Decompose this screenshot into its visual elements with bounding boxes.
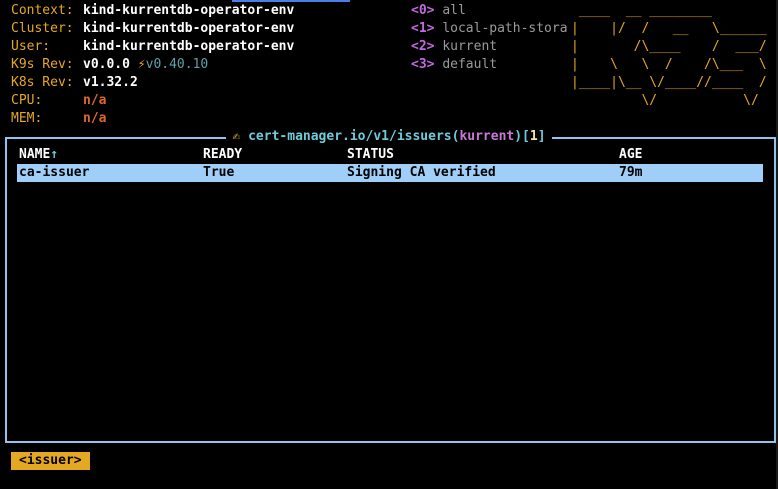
logo-line: | |/ / __ \______ (571, 21, 767, 36)
cell-status: Signing CA verified (347, 165, 496, 180)
writing-hand-icon: ✍ (232, 129, 241, 144)
namespace-shortcut[interactable]: <0> all (411, 2, 466, 20)
mem-label: MEM: (11, 111, 43, 126)
column-header-name[interactable]: NAME↑ (19, 146, 58, 164)
context-value: kind-kurrentdb-operator-env (83, 3, 295, 18)
resource-name: cert-manager.io/v1/issuers (248, 129, 452, 144)
namespace-shortcut[interactable]: <1> local-path-stora (411, 20, 568, 38)
namespace-name: local-path-stora (442, 21, 568, 36)
logo-line: |____|\__ \/____//____ / (571, 75, 767, 90)
window-edge (776, 0, 778, 489)
namespace-shortcut[interactable]: <2> kurrent (411, 38, 497, 56)
resource-table-frame (5, 137, 776, 443)
k8s-rev-value: v1.32.2 (83, 75, 138, 90)
shortcut-key: <0> (411, 3, 435, 18)
shortcut-key: <2> (411, 39, 435, 54)
view-title: ✍ cert-manager.io/v1/issuers(kurrent)[1] (0, 128, 778, 146)
cell-ready: True (203, 165, 235, 180)
sort-ascending-icon: ↑ (50, 147, 59, 162)
resource-count: 1 (529, 129, 538, 144)
user-label: User: (11, 39, 51, 54)
k9s-rev-row: v0.0.0 ⚡v0.40.10 (83, 56, 208, 74)
namespace-name: kurrent (442, 39, 498, 54)
namespace-name: default (442, 57, 498, 72)
namespace-name: kurrent (459, 129, 515, 144)
column-header-ready[interactable]: READY (203, 147, 243, 162)
k8s-rev-label: K8s Rev: (11, 75, 74, 90)
cluster-value: kind-kurrentdb-operator-env (83, 21, 295, 36)
context-row: Context: (11, 2, 74, 20)
cpu-label: CPU: (11, 93, 43, 108)
shortcut-key: <3> (411, 57, 435, 72)
cell-age: 79m (619, 165, 643, 180)
column-label: NAME (19, 147, 51, 162)
cpu-value: n/a (83, 93, 107, 108)
logo-line: | \ \ / /\___ \ (571, 57, 767, 72)
cell-name: ca-issuer (19, 165, 90, 180)
breadcrumb-issuer[interactable]: <issuer> (11, 452, 90, 470)
k9s-latest-version: v0.40.10 (145, 57, 209, 72)
column-header-age[interactable]: AGE (619, 147, 643, 162)
table-row[interactable]: ca-issuer True Signing CA verified 79m (17, 164, 763, 182)
lightning-icon: ⚡ (137, 57, 146, 72)
namespace-shortcut[interactable]: <3> default (411, 56, 497, 74)
namespace-name: all (442, 3, 466, 18)
logo-line: | /\____ / ___/ (571, 39, 767, 54)
context-label: Context: (11, 3, 74, 18)
logo-line: ____ __ ________ (571, 3, 767, 18)
user-value: kind-kurrentdb-operator-env (83, 39, 295, 54)
shortcut-key: <1> (411, 21, 435, 36)
mem-value: n/a (83, 111, 107, 126)
cluster-label: Cluster: (11, 21, 74, 36)
logo-line: \/ \/ (571, 93, 767, 108)
k9s-rev-value: v0.0.0 (83, 57, 130, 72)
active-window-indicator (232, 0, 350, 2)
k9s-rev-label: K9s Rev: (11, 57, 74, 72)
column-header-status[interactable]: STATUS (347, 147, 394, 162)
